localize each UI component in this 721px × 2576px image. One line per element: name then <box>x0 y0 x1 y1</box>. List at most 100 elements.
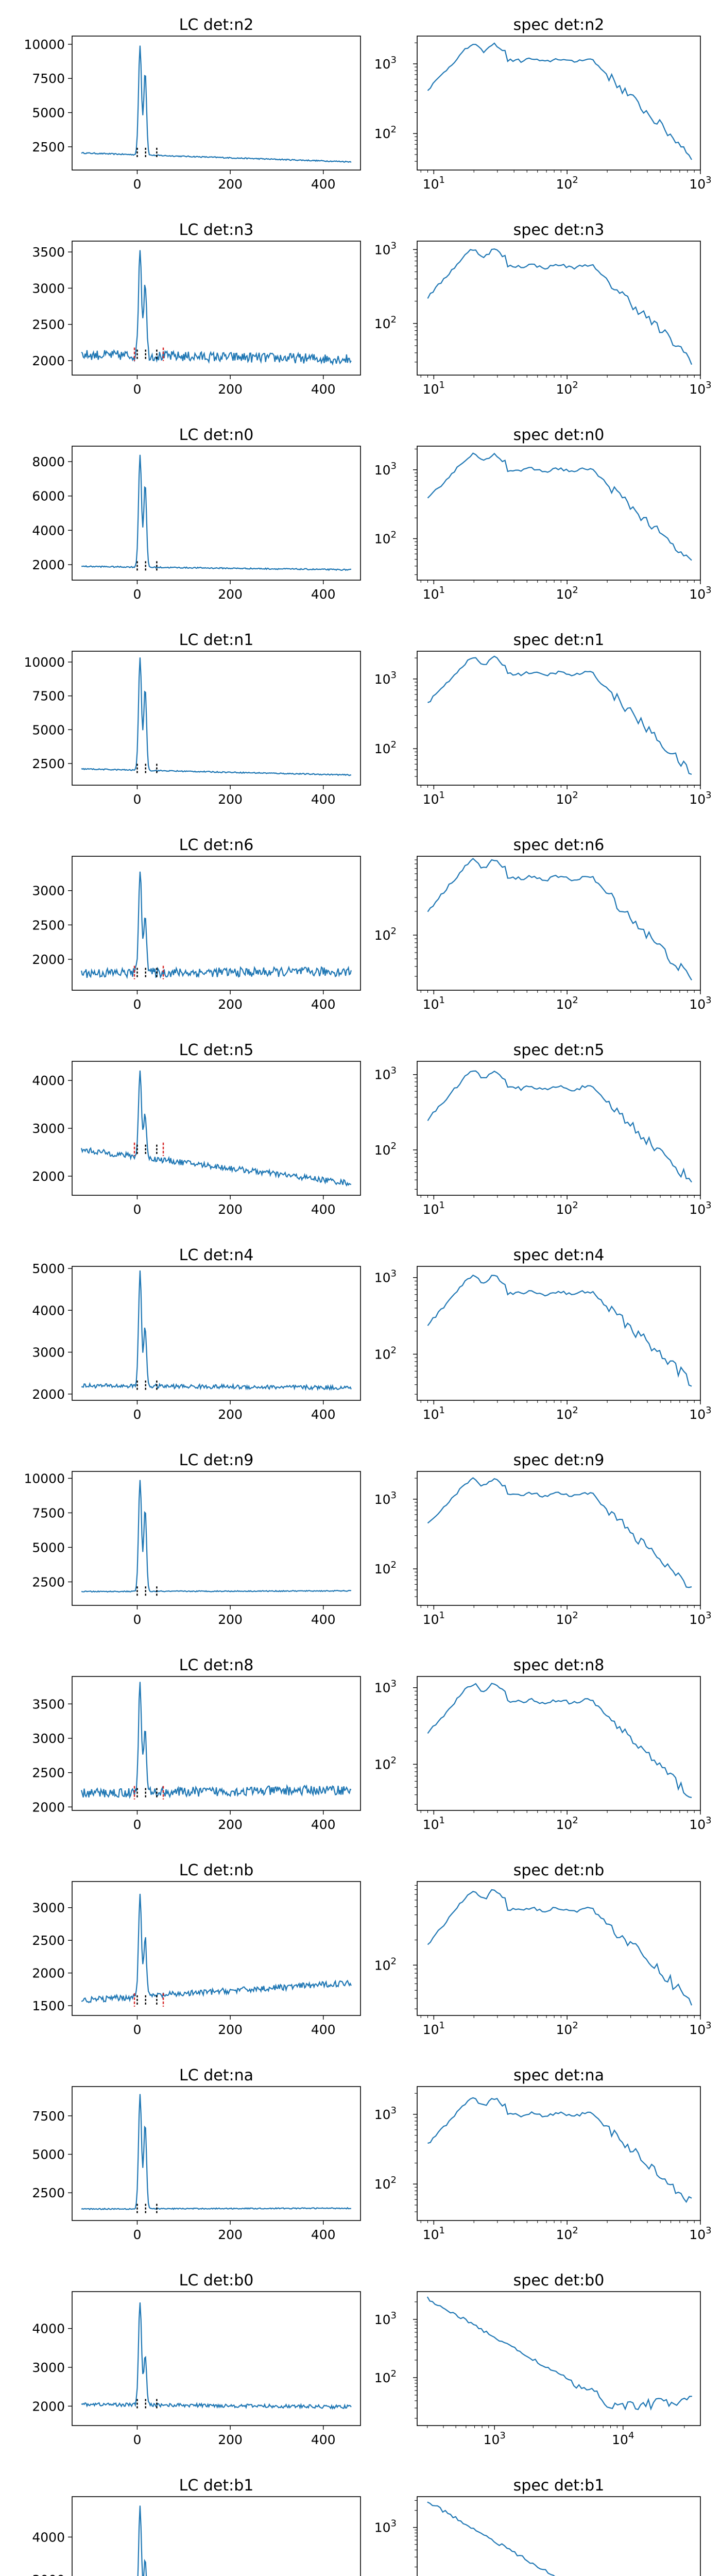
spec-title: spec det:n6 <box>513 836 605 854</box>
spec-title: spec det:na <box>513 2066 604 2084</box>
spec-ytick-exponent: 2 <box>391 2575 397 2576</box>
spec-xtick-exponent: 1 <box>439 1815 445 1826</box>
lc-title: LC det:n4 <box>179 1246 254 1264</box>
lc-ytick-label: 1500 <box>32 1998 65 2013</box>
spec-ytick-exponent: 3 <box>391 55 397 65</box>
lc-title: LC det:n2 <box>179 16 254 34</box>
spec-panel: spec det:n8 101 102 103 102 103 <box>374 1656 712 1832</box>
lc-title: LC det:na <box>179 2066 253 2084</box>
lc-xtick-label: 400 <box>311 587 336 602</box>
lc-panel: LC det:nb 0 200 400 1500 2000 2500 3000 <box>32 1861 361 2037</box>
spec-ytick-label: 102 <box>374 124 397 141</box>
spec-ytick-exponent: 2 <box>391 2368 397 2379</box>
spec-ytick-exponent: 3 <box>391 2310 397 2321</box>
spec-series-line <box>427 1683 692 1799</box>
lc-xtick-label: 200 <box>218 2432 243 2447</box>
spec-xtick-label: 102 <box>556 1815 578 1832</box>
lc-panel: LC det:n5 0 200 400 2000 3000 4000 <box>32 1041 361 1217</box>
spec-panel: spec det:n6 101 102 103 102 <box>374 836 712 1012</box>
spec-xtick-label: 103 <box>689 995 711 1012</box>
spec-xtick-exponent: 2 <box>572 1610 578 1621</box>
spec-xtick-label: 102 <box>556 585 578 602</box>
lc-panel: LC det:b10200400200030004000 <box>32 2477 361 2576</box>
lc-xtick-label: 0 <box>133 177 141 192</box>
lc-title: LC det:n8 <box>179 1656 254 1674</box>
lc-axes-frame <box>72 1676 361 1811</box>
lc-xtick-label: 400 <box>311 382 336 397</box>
lc-xtick-label: 200 <box>218 2227 243 2242</box>
lc-xtick-label: 400 <box>311 1612 336 1627</box>
lc-ytick-label: 2500 <box>32 918 65 933</box>
lc-title: LC det:b0 <box>179 2272 254 2290</box>
lc-title: LC det:n5 <box>179 1041 254 1059</box>
spec-xtick-exponent: 2 <box>572 1200 578 1211</box>
lc-interval-markers <box>136 2204 158 2214</box>
spec-panel: spec det:n2 101 102 103 102 103 <box>374 16 712 192</box>
lc-ytick-label: 2500 <box>32 140 65 155</box>
lc-xtick-label: 0 <box>133 382 141 397</box>
lc-ytick-label: 2000 <box>32 353 65 368</box>
spec-axes-frame <box>417 446 701 581</box>
lc-xtick-label: 0 <box>133 2432 141 2447</box>
lc-panel: LC det:n2 0 200 400 2500 5000 7500 10000 <box>24 16 361 192</box>
lc-interval-markers <box>133 1993 164 2007</box>
spec-xtick-label: 103 <box>689 175 711 192</box>
row-7: LC det:n4 0 200 400 2000 3000 4000 5000 spec det… <box>32 1246 711 1422</box>
spec-xtick-exponent: 2 <box>572 175 578 185</box>
lc-axes-frame <box>72 1266 361 1401</box>
spec-ytick-exponent: 2 <box>391 926 397 937</box>
lc-ytick-label: 5000 <box>32 1540 65 1555</box>
row-2: LC det:n3 0 200 400 2000 2500 3000 3500 spec det… <box>32 221 711 397</box>
spec-xtick-label: 102 <box>556 1405 578 1422</box>
spec-title: spec det:b0 <box>513 2272 605 2290</box>
spec-ytick-exponent: 2 <box>391 1560 397 1570</box>
spec-xtick-label: 103 <box>689 790 711 807</box>
spec-xtick-label: 102 <box>556 1200 578 1217</box>
spec-ytick-label: 102 <box>374 1345 397 1362</box>
lc-xtick-label: 0 <box>133 997 141 1012</box>
spec-series-line <box>427 1070 692 1183</box>
spec-xtick-label: 101 <box>423 790 445 807</box>
lc-ytick-label: 7500 <box>32 2109 65 2124</box>
spec-title: spec det:n3 <box>513 221 605 239</box>
row-12: LC det:b0 0 200 400 2000 3000 4000 spec det:b0 1… <box>32 2272 701 2447</box>
lc-ytick-label: 3000 <box>32 1731 65 1746</box>
lc-ytick-label: 10000 <box>24 655 65 670</box>
spec-panel: spec det:b1103104102103 <box>374 2477 701 2576</box>
spec-xtick-label: 101 <box>423 2020 445 2037</box>
spec-ytick-exponent: 3 <box>391 2518 397 2529</box>
lc-xtick-label: 0 <box>133 2227 141 2242</box>
spec-title: spec det:n0 <box>513 426 605 444</box>
spec-xtick-exponent: 1 <box>439 995 445 1006</box>
spec-xtick-exponent: 1 <box>439 585 445 596</box>
lc-panel: LC det:n8 0 200 400 2000 2500 3000 3500 <box>32 1656 361 1832</box>
lc-ytick-label: 3000 <box>32 2360 65 2375</box>
lc-ytick-label: 3000 <box>32 1345 65 1360</box>
lc-ytick-label: 2000 <box>32 2399 65 2414</box>
spec-ytick-label: 103 <box>374 670 397 687</box>
spec-xtick-exponent: 2 <box>572 2225 578 2236</box>
lc-axes-frame <box>72 2086 361 2221</box>
spec-axes-frame <box>417 2496 701 2576</box>
lc-series-line <box>81 2094 352 2210</box>
lc-xtick-label: 400 <box>311 1407 336 1422</box>
spec-ytick-exponent: 2 <box>391 124 397 135</box>
spec-xtick-exponent: 3 <box>706 175 711 185</box>
lc-title: LC det:n6 <box>179 836 254 854</box>
spec-panel: spec det:n9 101 102 103 102 103 <box>374 1451 712 1627</box>
lc-interval-markers <box>136 1380 158 1391</box>
lc-axes-frame <box>72 2496 361 2576</box>
spec-ytick-label: 103 <box>374 1490 397 1507</box>
lc-ytick-label: 2500 <box>32 1574 65 1589</box>
spec-axes-frame <box>417 241 701 376</box>
lc-ytick-label: 2500 <box>32 1933 65 1948</box>
spec-ytick-exponent: 2 <box>391 529 397 540</box>
lc-ytick-label: 8000 <box>32 454 65 469</box>
lc-ytick-label: 3000 <box>32 884 65 899</box>
lc-axes-frame <box>72 241 361 376</box>
lc-axes-frame <box>72 1061 361 1196</box>
lc-ytick-label: 2500 <box>32 756 65 771</box>
spec-xtick-exponent: 1 <box>439 1405 445 1416</box>
lc-ytick-label: 4000 <box>32 2321 65 2336</box>
lc-title: LC det:n1 <box>179 631 254 649</box>
